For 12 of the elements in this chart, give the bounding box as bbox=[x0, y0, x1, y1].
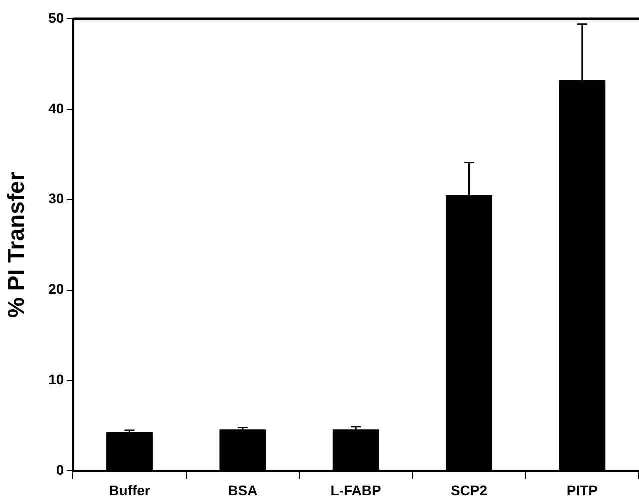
x-tick-label: BSA bbox=[228, 482, 258, 498]
y-tick-label: 40 bbox=[48, 100, 64, 116]
x-tick-label: Buffer bbox=[109, 482, 151, 498]
y-axis-title: % PI Transfer bbox=[3, 172, 30, 318]
y-tick-label: 30 bbox=[48, 190, 64, 207]
y-tick-label: 20 bbox=[48, 281, 64, 298]
y-tick-label: 0 bbox=[56, 462, 64, 478]
y-tick-label: 50 bbox=[48, 10, 64, 26]
x-tick-label: L-FABP bbox=[330, 482, 382, 498]
x-tick-label: PITP bbox=[566, 482, 598, 498]
y-tick-label: 10 bbox=[48, 372, 64, 388]
x-tick-label: SCP2 bbox=[450, 482, 488, 498]
